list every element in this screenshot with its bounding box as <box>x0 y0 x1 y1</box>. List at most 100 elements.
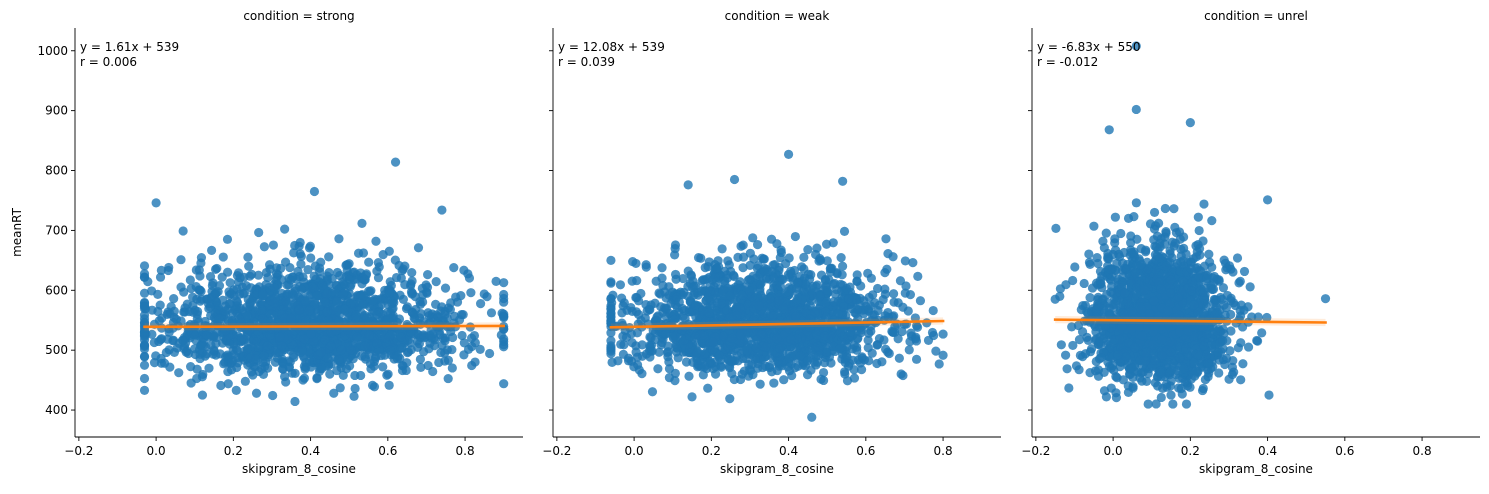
data-point <box>836 327 845 336</box>
data-point <box>169 294 178 303</box>
data-point <box>258 314 267 323</box>
data-point <box>715 351 724 360</box>
data-point <box>168 336 177 345</box>
data-point <box>727 334 736 343</box>
data-point <box>895 354 904 363</box>
data-point <box>733 253 742 262</box>
data-point <box>312 373 321 382</box>
data-point <box>868 349 877 358</box>
data-point <box>232 386 241 395</box>
data-point <box>244 262 253 271</box>
data-point <box>816 375 825 384</box>
data-point <box>655 348 664 357</box>
x-tick-label: 0.6 <box>1335 444 1354 458</box>
data-point <box>372 339 381 348</box>
data-point <box>664 357 673 366</box>
data-point <box>1169 204 1178 213</box>
data-point <box>797 262 806 271</box>
data-point <box>708 338 717 347</box>
data-point <box>436 348 445 357</box>
data-point <box>1214 368 1223 377</box>
data-point <box>263 341 272 350</box>
data-point <box>439 333 448 342</box>
data-point <box>499 312 508 321</box>
data-point <box>725 361 734 370</box>
data-point <box>1126 231 1135 240</box>
data-point <box>657 338 666 347</box>
data-point <box>864 336 873 345</box>
data-point <box>298 346 307 355</box>
data-point <box>423 270 432 279</box>
data-point <box>329 305 338 314</box>
data-point <box>784 150 793 159</box>
data-point <box>642 260 651 269</box>
data-point <box>811 360 820 369</box>
data-point <box>901 281 910 290</box>
data-point <box>617 293 626 302</box>
data-point <box>769 378 778 387</box>
data-point <box>803 370 812 379</box>
data-point <box>395 291 404 300</box>
data-point <box>178 336 187 345</box>
data-point <box>296 249 305 258</box>
data-point <box>1110 234 1119 243</box>
data-point <box>345 361 354 370</box>
scatter-points <box>1051 41 1331 408</box>
data-point <box>1114 250 1123 259</box>
data-point <box>803 245 812 254</box>
data-point <box>224 287 233 296</box>
data-point <box>140 386 149 395</box>
data-point <box>223 367 232 376</box>
data-point <box>718 286 727 295</box>
data-point <box>165 362 174 371</box>
x-tick-label: 0.6 <box>378 444 397 458</box>
data-point <box>275 332 284 341</box>
data-point <box>360 341 369 350</box>
data-point <box>756 380 765 389</box>
data-point <box>838 270 847 279</box>
data-point <box>176 255 185 264</box>
data-point <box>391 158 400 167</box>
data-point <box>606 294 615 303</box>
data-point <box>1092 253 1101 262</box>
data-point <box>632 276 641 285</box>
data-point <box>485 349 494 358</box>
data-point <box>1152 399 1161 408</box>
data-point <box>798 295 807 304</box>
x-axis-label: skipgram_8_cosine <box>242 462 356 476</box>
data-point <box>179 288 188 297</box>
data-point <box>725 313 734 322</box>
data-point <box>606 313 615 322</box>
data-point <box>711 273 720 282</box>
data-point <box>277 341 286 350</box>
data-point <box>696 254 705 263</box>
data-point <box>487 308 496 317</box>
data-point <box>499 294 508 303</box>
data-point <box>700 362 709 371</box>
data-point <box>729 271 738 280</box>
data-point <box>289 353 298 362</box>
data-point <box>627 329 636 338</box>
data-point <box>705 308 714 317</box>
data-point <box>820 331 829 340</box>
data-point <box>316 363 325 372</box>
data-point <box>406 279 415 288</box>
data-point <box>358 300 367 309</box>
data-point <box>351 384 360 393</box>
data-point <box>157 354 166 363</box>
data-point <box>209 345 218 354</box>
data-point <box>157 266 166 275</box>
data-point <box>211 265 220 274</box>
data-point <box>459 350 468 359</box>
data-point <box>334 234 343 243</box>
data-point <box>674 353 683 362</box>
data-point <box>1068 276 1077 285</box>
data-point <box>156 335 165 344</box>
data-point <box>671 275 680 284</box>
data-point <box>645 352 654 361</box>
data-point <box>628 257 637 266</box>
data-point <box>226 278 235 287</box>
data-point <box>280 225 289 234</box>
data-point <box>852 346 861 355</box>
